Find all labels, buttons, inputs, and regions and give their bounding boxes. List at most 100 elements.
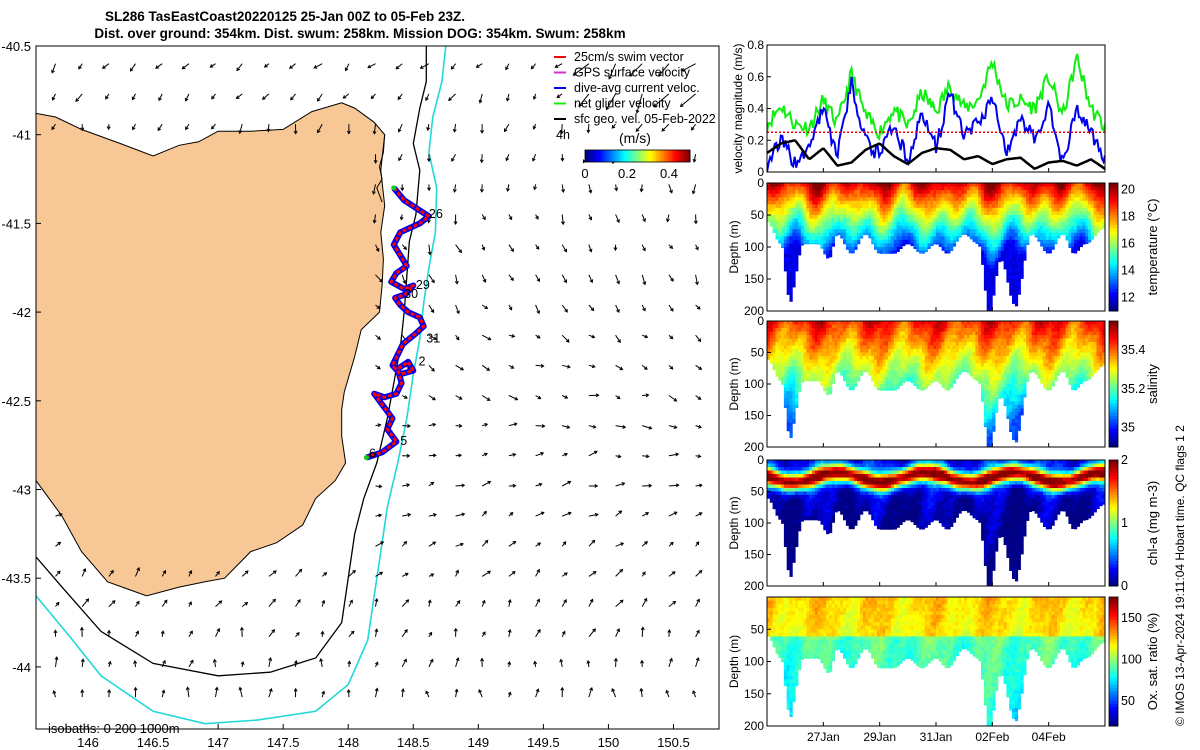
velocity-y-tick: 0.6 xyxy=(747,70,764,84)
colorbar-tick: 0 xyxy=(581,166,588,181)
depth-axis-label: Depth (m) xyxy=(727,357,741,410)
velocity-y-tick: 0.8 xyxy=(747,38,764,52)
coastline-islands xyxy=(376,134,386,203)
velocity-y-tick: 0.4 xyxy=(747,102,764,116)
figure-title-line1: SL286 TasEastCoast20220125 25-Jan 00Z to… xyxy=(105,9,465,24)
heatmap-panel-temp: 0 50 100 150 200 Depth (m) 12 14 16 18 20 temperatu… xyxy=(727,176,1160,318)
variable-colorbar xyxy=(1108,182,1119,312)
depth-tick: 100 xyxy=(744,516,764,530)
time-tick: 27Jan xyxy=(807,730,840,744)
time-tick: 31Jan xyxy=(920,730,953,744)
isobath-200m xyxy=(36,46,427,677)
scale-label: 4h xyxy=(556,128,570,142)
map-y-tick: -42 xyxy=(12,305,31,320)
map-x-tick: 150 xyxy=(598,735,620,750)
variable-colorbar xyxy=(1108,459,1119,587)
depth-axis-label: Depth (m) xyxy=(727,220,741,273)
map-x-tick: 149.5 xyxy=(527,735,560,750)
day-label: 2 xyxy=(418,354,425,368)
colorbar-tick: 100 xyxy=(1121,652,1142,666)
track-end-marker xyxy=(363,455,369,461)
colorbar-title: (m/s) xyxy=(619,130,651,146)
variable-label: temperature (°C) xyxy=(1145,199,1160,296)
colorbar-tick: 0.4 xyxy=(660,166,678,181)
colorbar-tick: 2 xyxy=(1121,453,1128,467)
map-legend: 25cm/s swim vector GPS surface velocitydi… xyxy=(554,50,716,181)
colorbar-tick: 0.2 xyxy=(618,166,636,181)
depth-axis-label: Depth (m) xyxy=(727,635,741,688)
legend-label: GPS surface velocity xyxy=(574,66,691,80)
series-line xyxy=(767,53,1105,141)
speed-colorbar xyxy=(584,149,691,163)
isobath-1000m xyxy=(36,46,447,725)
day-label: 6 xyxy=(369,447,376,461)
depth-tick: 50 xyxy=(751,622,765,636)
legend-label: dive-avg current veloc. xyxy=(574,81,700,95)
depth-tick: 100 xyxy=(744,377,764,391)
colorbar-tick: 16 xyxy=(1121,237,1135,251)
colorbar-tick: 18 xyxy=(1121,210,1135,224)
figure-title-line2: Dist. over ground: 354km. Dist. swum: 25… xyxy=(94,26,626,41)
velocity-y-tick: 0 xyxy=(757,165,764,179)
variable-label: chl-a (mg m-3) xyxy=(1145,481,1160,566)
map-frame xyxy=(35,45,720,730)
velocity-y-label: velocity magnitude (m/s) xyxy=(731,43,745,173)
variable-label: salinity xyxy=(1145,364,1160,404)
legend-label: net glider velocity xyxy=(574,97,671,111)
colorbar-tick: 0 xyxy=(1121,579,1128,593)
colorbar-tick: 1 xyxy=(1121,516,1128,530)
day-label: 30 xyxy=(404,287,418,301)
depth-tick: 50 xyxy=(751,485,765,499)
variable-colorbar xyxy=(1108,596,1119,727)
depth-tick: 200 xyxy=(744,304,764,318)
depth-axis-label: Depth (m) xyxy=(727,496,741,549)
map-x-tick: 147 xyxy=(207,735,229,750)
map-x-tick: 149 xyxy=(467,735,489,750)
time-tick: 29Jan xyxy=(863,730,896,744)
depth-tick: 0 xyxy=(757,453,764,467)
series-line xyxy=(767,139,1105,170)
map-y-tick: -41 xyxy=(12,128,31,143)
colorbar-tick: 35 xyxy=(1121,421,1135,435)
depth-tick: 150 xyxy=(744,272,764,286)
depth-tick: 200 xyxy=(744,579,764,593)
legend-label: sfc geo. vel. 05-Feb-2022 xyxy=(574,112,716,126)
variable-colorbar xyxy=(1108,320,1119,448)
map-x-tick: 146.5 xyxy=(137,735,170,750)
depth-tick: 50 xyxy=(751,346,765,360)
velocity-y-tick: 0.2 xyxy=(747,133,764,147)
variable-label: Ox. sat. ratio (%) xyxy=(1145,613,1160,711)
map-x-tick: 146 xyxy=(77,735,99,750)
depth-tick: 0 xyxy=(757,314,764,328)
map-y-tick: -42.5 xyxy=(1,394,31,409)
depth-tick: 200 xyxy=(744,719,764,733)
map-x-tick: 147.5 xyxy=(267,735,300,750)
heatmap-panel-chl: 0 50 100 150 200 Depth (m) 0 1 2 chl-a (mg m-3) xyxy=(727,453,1160,593)
colorbar-tick: 150 xyxy=(1121,611,1142,625)
colorbar-tick: 12 xyxy=(1121,291,1135,305)
track-start-marker xyxy=(391,185,397,191)
track-swim-vectors xyxy=(365,186,431,460)
credit-text: © IMOS 13-Apr-2024 19:11:04 Hobart time.… xyxy=(1173,425,1187,726)
depth-tick: 150 xyxy=(744,409,764,423)
map-y-tick: -40.5 xyxy=(1,39,31,54)
map-y-tick: -43 xyxy=(12,483,31,498)
map-y-tick: -41.5 xyxy=(1,216,31,231)
time-tick: 04Feb xyxy=(1032,730,1066,744)
day-label: 26 xyxy=(429,207,443,221)
colorbar-tick: 20 xyxy=(1121,183,1135,197)
day-label: 5 xyxy=(400,434,407,448)
colorbar-tick: 14 xyxy=(1121,264,1135,278)
colorbar-tick: 35.2 xyxy=(1121,382,1145,396)
day-label: 29 xyxy=(416,278,430,292)
depth-tick: 200 xyxy=(744,440,764,454)
map-x-tick: 148.5 xyxy=(397,735,430,750)
day-label: 31 xyxy=(426,331,440,345)
depth-tick: 150 xyxy=(744,687,764,701)
